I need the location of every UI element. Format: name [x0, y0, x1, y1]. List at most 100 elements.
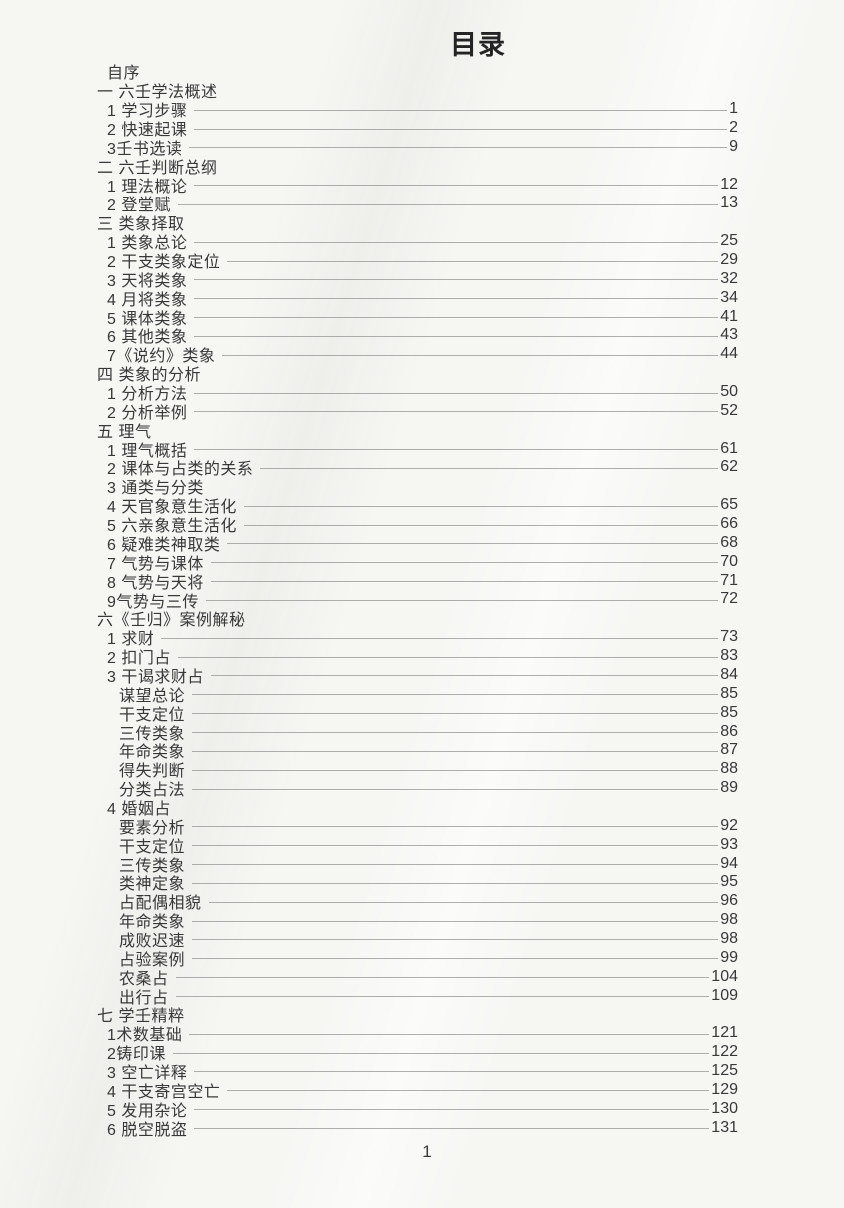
- toc-leader-line: [192, 732, 719, 733]
- toc-entry-page: 70: [720, 552, 738, 570]
- toc-entry: 2 分析举例 52: [97, 401, 738, 422]
- toc-entry-label: 6 其他类象: [107, 329, 188, 347]
- toc-entry-label: 分类占法: [119, 782, 186, 800]
- toc-entry-label: 4 婚姻占: [107, 800, 171, 818]
- toc-leader-line: [260, 467, 719, 469]
- toc-entry: 一 六壬学法概述: [97, 81, 738, 101]
- toc-entry-label: 年命类象: [119, 914, 186, 932]
- toc-entry: 类神定象 95: [97, 873, 738, 893]
- toc-entry: 分类占法 89: [97, 779, 738, 800]
- toc-leader-line: [194, 1109, 710, 1111]
- toc-leader-line: [222, 354, 719, 356]
- toc-entry-page: 122: [711, 1043, 738, 1061]
- toc-entry: 要素分析 92: [97, 816, 738, 837]
- toc-entry: 七 学壬精粹: [97, 1005, 738, 1026]
- toc-entry-label: 8 气势与天将: [107, 574, 204, 592]
- toc-entry-label: 2 登堂赋: [107, 197, 171, 215]
- toc-entry-page: 98: [720, 911, 738, 929]
- toc-entry: 1 学习步骤 1: [97, 100, 738, 120]
- toc-entry-label: 五 理气: [97, 423, 152, 441]
- toc-entry: 三传类象 86: [97, 722, 738, 743]
- toc-entry-label: 9气势与三传: [107, 593, 199, 611]
- toc-entry-label: 3 干谒求财占: [107, 668, 204, 686]
- toc-entry-label: 七 学壬精粹: [97, 1008, 185, 1026]
- toc-leader-line: [210, 562, 719, 564]
- toc-entry: 六《壬归》案例解秘: [97, 609, 738, 629]
- toc-entry-label: 干支定位: [119, 838, 186, 856]
- toc-entry-label: 3 空亡详释: [107, 1064, 188, 1082]
- toc-entry: 三传类象 94: [97, 854, 738, 875]
- toc-leader-line: [192, 713, 719, 715]
- toc-leader-line: [194, 335, 719, 337]
- toc-entry-label: 谋望总论: [119, 687, 186, 705]
- toc-entry: 得失判断 88: [97, 760, 738, 781]
- toc-entry-page: 104: [711, 967, 738, 985]
- toc-leader-line: [192, 920, 719, 922]
- toc-leader-line: [194, 392, 719, 394]
- page-title: 目录: [450, 30, 506, 60]
- toc-entry-page: 12: [720, 175, 738, 193]
- toc-entry-page: 1: [729, 100, 738, 118]
- toc-leader-line: [194, 279, 719, 281]
- toc-entry-page: 61: [720, 439, 738, 457]
- toc-entry-page: 85: [720, 684, 738, 702]
- toc-entry: 干支定位 85: [97, 703, 738, 724]
- toc-entry: 2 干支类象定位 29: [97, 251, 738, 271]
- toc-entry: 1 求财 73: [97, 628, 738, 648]
- toc-entry: 3 干谒求财占 84: [97, 666, 738, 686]
- toc-entry-page: 94: [720, 854, 738, 872]
- toc-entry-page: 43: [720, 326, 738, 344]
- toc-entry-page: 66: [720, 515, 738, 533]
- toc-entry-label: 成败迟速: [119, 932, 186, 950]
- toc-entry-page: 83: [720, 647, 738, 665]
- toc-entry-page: 92: [720, 816, 738, 834]
- toc-entry-label: 要素分析: [119, 819, 186, 837]
- toc-leader-line: [194, 1071, 710, 1073]
- toc-leader-line: [208, 901, 719, 903]
- toc-entry: 3壬书选读 9: [97, 137, 738, 158]
- toc-entry-label: 3 通类与分类: [107, 480, 204, 498]
- toc-entry-label: 4 天官象意生活化: [107, 499, 237, 517]
- toc-entry-label: 2铸印课: [107, 1046, 166, 1064]
- toc-leader-line: [227, 543, 719, 545]
- toc-leader-line: [192, 845, 719, 847]
- toc-leader-line: [192, 694, 719, 696]
- toc-entry-label: 干支定位: [119, 706, 186, 724]
- toc-entry-label: 6 疑难类神取类: [107, 536, 221, 554]
- toc-entry-label: 4 干支寄宫空亡: [107, 1083, 221, 1101]
- toc-entry-label: 2 快速起课: [107, 122, 188, 140]
- toc-entry: 3 天将类象 32: [97, 269, 738, 290]
- toc-entry-page: 130: [711, 1099, 738, 1117]
- toc-entry-label: 得失判断: [119, 763, 186, 781]
- toc-entry-page: 2: [729, 119, 738, 136]
- toc-entry: 7 气势与课体 70: [97, 552, 738, 573]
- toc-leader-line: [210, 581, 719, 583]
- toc-entry-label: 三传类象: [119, 725, 186, 743]
- toc-entry-page: 85: [720, 703, 738, 721]
- toc-entry-label: 年命类象: [119, 744, 186, 762]
- toc-entry: 9气势与三传 72: [97, 590, 738, 611]
- toc-leader-line: [205, 599, 719, 601]
- toc-entry-page: 62: [720, 458, 738, 476]
- toc-entry-page: 34: [720, 288, 738, 306]
- toc-entry: 5 六亲象意生活化 66: [97, 515, 738, 535]
- toc-leader-line: [175, 977, 710, 979]
- toc-entry-label: 7《说约》类象: [107, 348, 216, 366]
- toc-entry: 8 气势与天将 71: [97, 571, 738, 592]
- toc-entry: 1 理法概论 12: [97, 175, 738, 196]
- toc-entry-page: 98: [720, 929, 738, 947]
- toc-entry: 5 发用杂论 130: [97, 1099, 738, 1120]
- toc-entry-page: 72: [720, 590, 738, 608]
- toc-leader-line: [194, 241, 719, 243]
- toc-entry: 5 课体类象 41: [97, 307, 738, 328]
- toc-entry-page: 109: [711, 986, 738, 1004]
- toc-entry-page: 41: [720, 307, 738, 325]
- toc-entry-label: 1术数基础: [107, 1027, 183, 1045]
- toc-entry: 占配偶相貌 96: [97, 892, 738, 912]
- toc-leader-line: [194, 128, 728, 130]
- toc-leader-line: [194, 411, 719, 413]
- toc-entry-label: 7 气势与课体: [107, 555, 204, 573]
- toc-entry-label: 二 六壬判断总纲: [97, 159, 218, 177]
- toc-entry-label: 农桑占: [119, 970, 169, 988]
